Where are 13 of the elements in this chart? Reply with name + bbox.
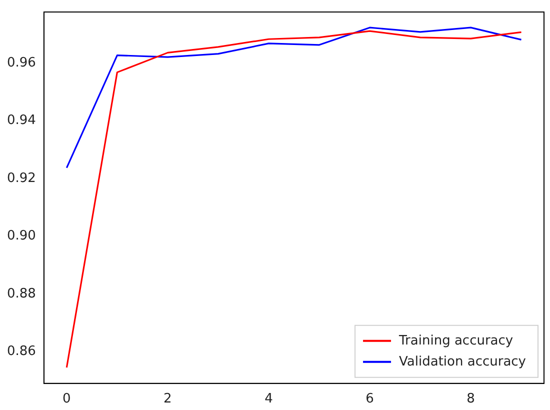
y-tick-label: 0.96 [6, 55, 36, 70]
legend-label: Validation accuracy [399, 354, 526, 370]
x-tick-label: 6 [366, 392, 374, 407]
y-tick-label: 0.90 [6, 228, 36, 244]
x-tick-label: 4 [264, 392, 273, 407]
y-tick-label: 0.94 [6, 113, 36, 128]
y-tick-label: 0.86 [6, 344, 36, 360]
x-tick-label: 0 [62, 392, 71, 407]
y-tick-label: 0.92 [6, 170, 36, 186]
y-tick-label: 0.88 [6, 286, 36, 302]
legend-label: Training accuracy [398, 333, 514, 348]
x-tick-label: 2 [164, 392, 172, 407]
x-tick-label: 8 [466, 392, 475, 407]
